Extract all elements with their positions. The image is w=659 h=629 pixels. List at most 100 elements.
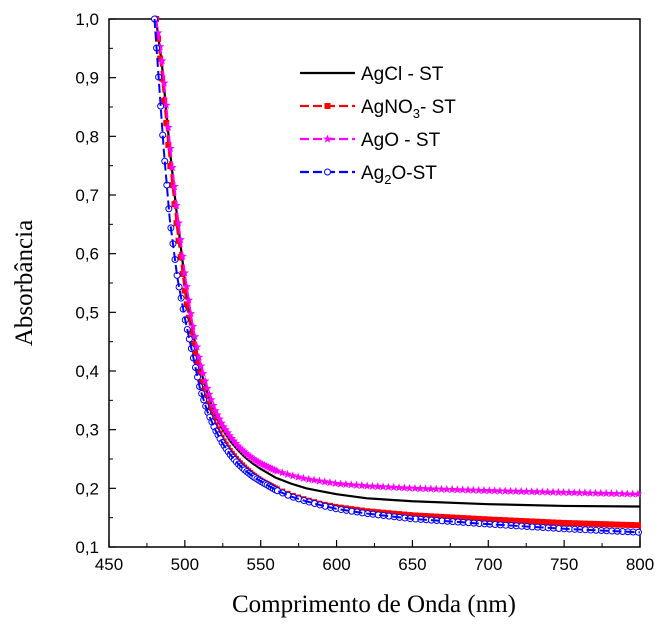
- y-tick-label: 0,4: [75, 362, 99, 381]
- series-agno3-st-point: [443, 514, 450, 521]
- legend-item-ago-st: AgO - ST: [300, 130, 441, 151]
- x-tick-label: 600: [322, 555, 350, 574]
- series-agno3-st-point: [200, 386, 207, 393]
- x-axis-title: Comprimento de Onda (nm): [232, 591, 516, 618]
- y-tick-label: 0,1: [75, 538, 99, 557]
- series-ago-st-point: [447, 485, 457, 494]
- series-agno3-st-line: [155, 18, 641, 527]
- series-ago-st-point: [225, 431, 235, 440]
- series-ago-st-point: [522, 487, 531, 496]
- series-ago-st-point: [628, 489, 637, 498]
- series-agno3-st-point: [165, 142, 172, 149]
- series-ago-st-point: [277, 468, 287, 477]
- series-ag2o-st-point: [634, 528, 642, 536]
- series-ago-st-line: [155, 18, 641, 496]
- series-agno3-st-point: [507, 517, 514, 524]
- series-ago-st-point: [304, 474, 314, 483]
- series-ago-st-point: [186, 309, 196, 318]
- y-tick-label: 0,7: [75, 186, 99, 205]
- series-agno3-st-point: [534, 518, 541, 525]
- legend-swatch-marker: [323, 134, 332, 143]
- series-agno3-st-point: [560, 519, 567, 526]
- series-ago-st-point: [174, 218, 183, 227]
- series-ago-st-point: [188, 321, 198, 330]
- series-ago-st-point: [538, 487, 547, 496]
- series-agno3-st-point: [179, 270, 186, 277]
- legend-swatch-marker: [324, 168, 331, 176]
- series-agno3-st-point: [193, 360, 200, 367]
- y-tick-label: 0,3: [75, 421, 99, 440]
- x-tick-label: 750: [550, 555, 578, 574]
- series-ago-st-point: [564, 488, 574, 497]
- series-ago-st-point: [235, 443, 245, 452]
- series-ago-st-point: [575, 488, 584, 497]
- series-ago-st-point: [159, 78, 169, 87]
- series-ago-st-point: [254, 457, 263, 466]
- series-ago-st-point: [394, 483, 404, 492]
- series-ago-st-point: [601, 488, 611, 498]
- series-agno3-st-point: [417, 512, 424, 519]
- legend-item-agno3-st: AgNO3- ST: [300, 97, 456, 121]
- series-ago-st-point: [184, 295, 194, 304]
- series-ag2o-st: [151, 15, 642, 536]
- y-axis: 0,1 0,2 0,3 0,4 0,5 0,6 0,7 0,8 0,9 1,0: [75, 10, 116, 557]
- legend: AgCl - ST AgNO3- ST AgO - ST Ag2O-ST: [300, 64, 456, 187]
- series-ago-st-point: [213, 410, 222, 419]
- x-tick-label: 450: [95, 555, 123, 574]
- x-tick-label: 650: [398, 555, 426, 574]
- legend-item-agcl-st: AgCl - ST: [300, 64, 444, 85]
- series-ago-st-point: [233, 441, 243, 450]
- y-tick-label: 0,9: [75, 69, 99, 88]
- series-ago-st-point: [421, 484, 430, 493]
- y-axis-title: Absorbância: [11, 220, 38, 346]
- legend-label: AgO - ST: [361, 130, 441, 151]
- series-ago-st-point: [315, 476, 324, 485]
- x-tick-label: 500: [171, 555, 199, 574]
- series-ago-st-markers: [151, 14, 643, 498]
- series-ag2o-st-line: [153, 18, 641, 534]
- y-tick-label: 0,2: [75, 479, 99, 498]
- x-tick-label: 550: [247, 555, 275, 574]
- plot-series: [151, 14, 643, 536]
- series-agno3-st-point: [454, 514, 461, 521]
- series-ago-st: [151, 14, 643, 498]
- series-ago-st-point: [331, 478, 340, 488]
- y-tick-label: 0,6: [75, 245, 99, 264]
- legend-label: AgCl - ST: [361, 64, 444, 85]
- series-ago-st-point: [548, 487, 558, 496]
- x-axis: 450 500 550 600 650 700 750 800: [95, 540, 654, 574]
- series-ago-st-point: [405, 483, 414, 492]
- series-agno3-st-point: [427, 513, 434, 520]
- series-ago-st-point: [170, 182, 179, 191]
- series-agno3-st-point: [191, 350, 198, 357]
- legend-label: Ag2O-ST: [361, 163, 437, 187]
- series-ago-st-point: [458, 485, 467, 494]
- legend-swatch-marker: [324, 103, 331, 109]
- series-ago-st-point: [182, 282, 192, 291]
- y-tick-label: 0,8: [75, 127, 99, 146]
- x-tick-label: 700: [474, 555, 502, 574]
- series-agno3-st-point: [544, 519, 551, 526]
- series-ago-st-point: [431, 484, 441, 493]
- series-agno3-st-point: [571, 520, 578, 527]
- series-agno3-st-point: [518, 517, 525, 524]
- series-ago-st-point: [484, 486, 494, 495]
- series-ago-st-point: [166, 144, 175, 153]
- series-agno3-st-point: [634, 522, 641, 529]
- legend-item-ag2o-st: Ag2O-ST: [300, 163, 437, 187]
- series-ago-st-point: [243, 450, 253, 459]
- x-tick-label: 800: [626, 555, 654, 574]
- legend-label: AgNO3- ST: [361, 97, 456, 121]
- series-ago-st-point: [511, 486, 521, 495]
- series-ago-st-point: [219, 422, 228, 431]
- series-ago-st-point: [196, 361, 206, 370]
- series-agno3-st-point: [624, 521, 631, 528]
- series-ago-st-point: [341, 479, 351, 488]
- series-agno3-st-point: [597, 521, 604, 528]
- y-tick-label: 1,0: [75, 10, 99, 29]
- y-tick-label: 0,5: [75, 303, 99, 322]
- series-ago-st-point: [368, 481, 377, 490]
- series-ag2o-st-markers: [151, 15, 642, 536]
- series-agno3-st-point: [480, 516, 487, 523]
